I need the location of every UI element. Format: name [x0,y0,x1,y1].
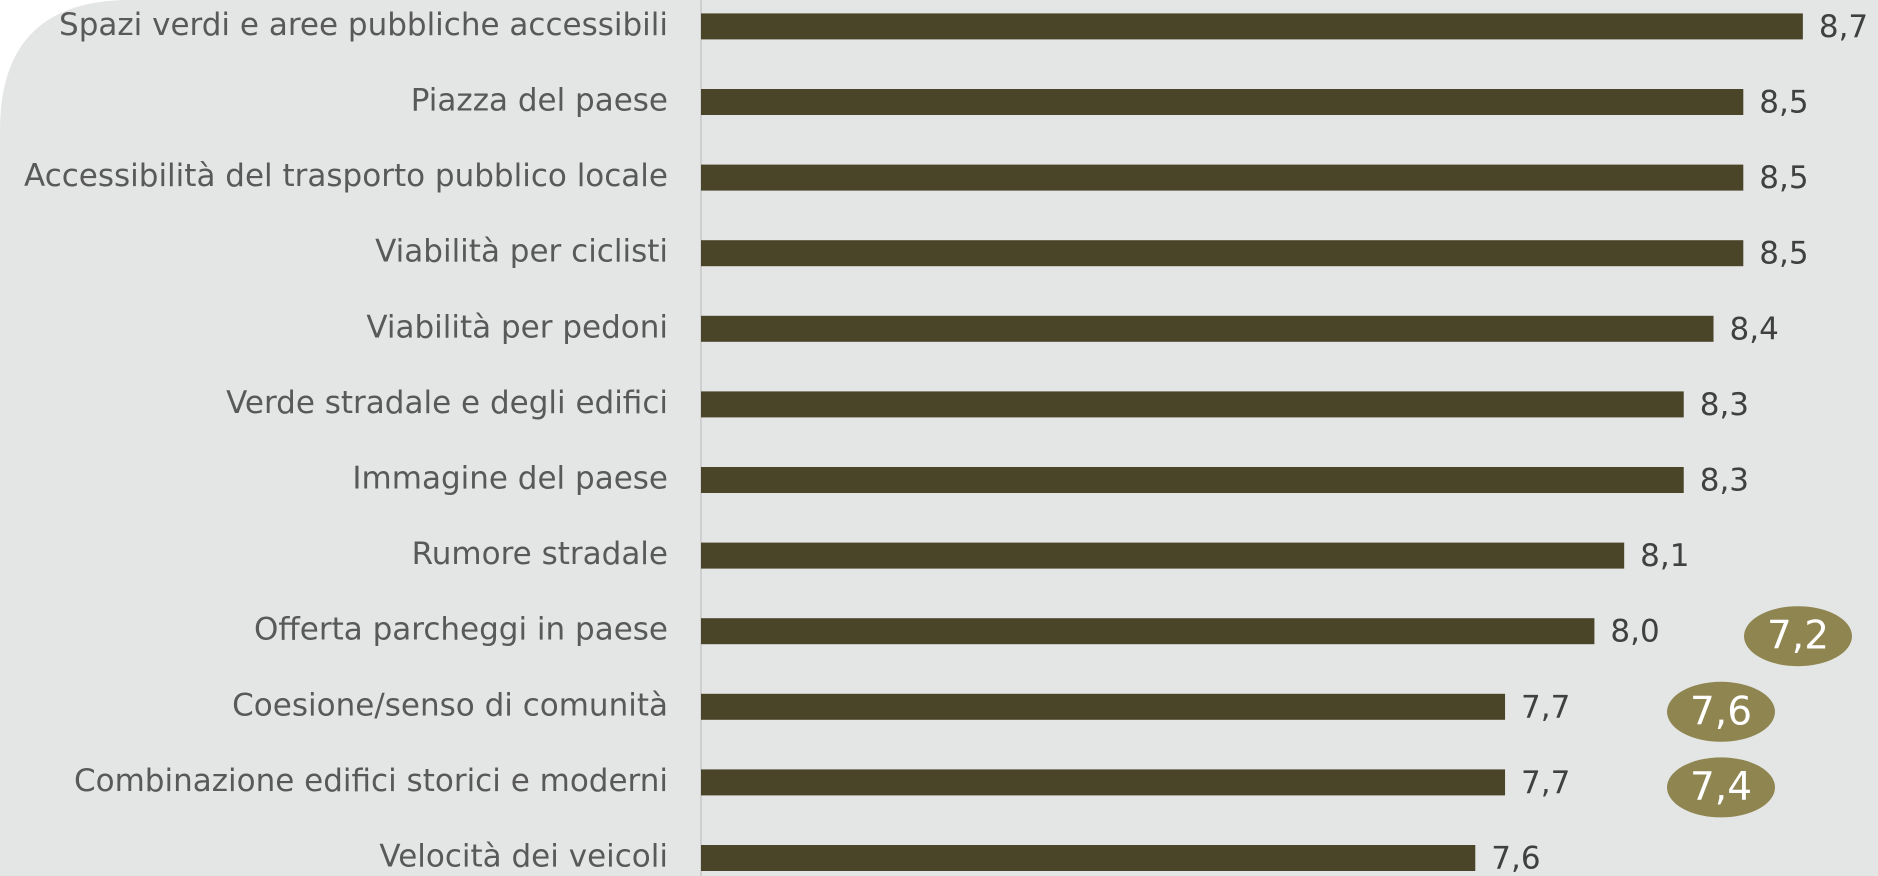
value-label: 8,5 [1759,160,1808,196]
value-label: 8,5 [1759,236,1808,272]
value-label: 8,3 [1700,463,1749,499]
bar [701,618,1595,645]
annotation-badge [1667,757,1775,818]
category-label: Coesione/senso di comunità [232,687,668,723]
bar [701,164,1744,191]
category-label: Rumore stradale [412,536,668,572]
annotation-text: 7,6 [1690,689,1752,734]
category-label: Viabilità per pedoni [366,309,668,345]
bar [701,13,1803,40]
category-label: Combinazione edifici storici e moderni [74,763,668,799]
bar [701,542,1625,569]
annotation-badge [1667,681,1775,742]
category-label: Velocità dei veicoli [379,839,668,875]
category-label: Immagine del paese [352,461,668,497]
bar [701,693,1506,720]
value-label: 7,7 [1521,689,1570,725]
bar [701,391,1684,418]
value-label: 8,5 [1759,85,1808,121]
bar [701,315,1714,342]
category-label: Piazza del paese [411,83,668,119]
category-label: Viabilità per ciclisti [375,234,668,270]
value-label: 8,3 [1700,387,1749,423]
bar [701,240,1744,267]
bar [701,769,1506,796]
value-label: 7,7 [1521,765,1570,801]
category-label: Spazi verdi e aree pubbliche accessibili [59,7,668,43]
bar [701,845,1476,871]
value-label: 8,4 [1730,311,1779,347]
bar [701,467,1684,493]
value-label: 8,0 [1610,614,1659,650]
annotation-text: 7,4 [1690,765,1752,810]
annotation-text: 7,2 [1767,614,1829,659]
value-label: 8,7 [1819,9,1868,45]
annotation-badge [1744,606,1852,667]
category-label: Accessibilità del trasporto pubblico loc… [24,158,668,194]
category-label: Offerta parcheggi in paese [254,612,668,648]
value-label: 7,6 [1491,841,1540,876]
value-label: 8,1 [1640,538,1689,574]
bar [701,89,1744,115]
category-label: Verde stradale e degli edifici [226,385,668,421]
